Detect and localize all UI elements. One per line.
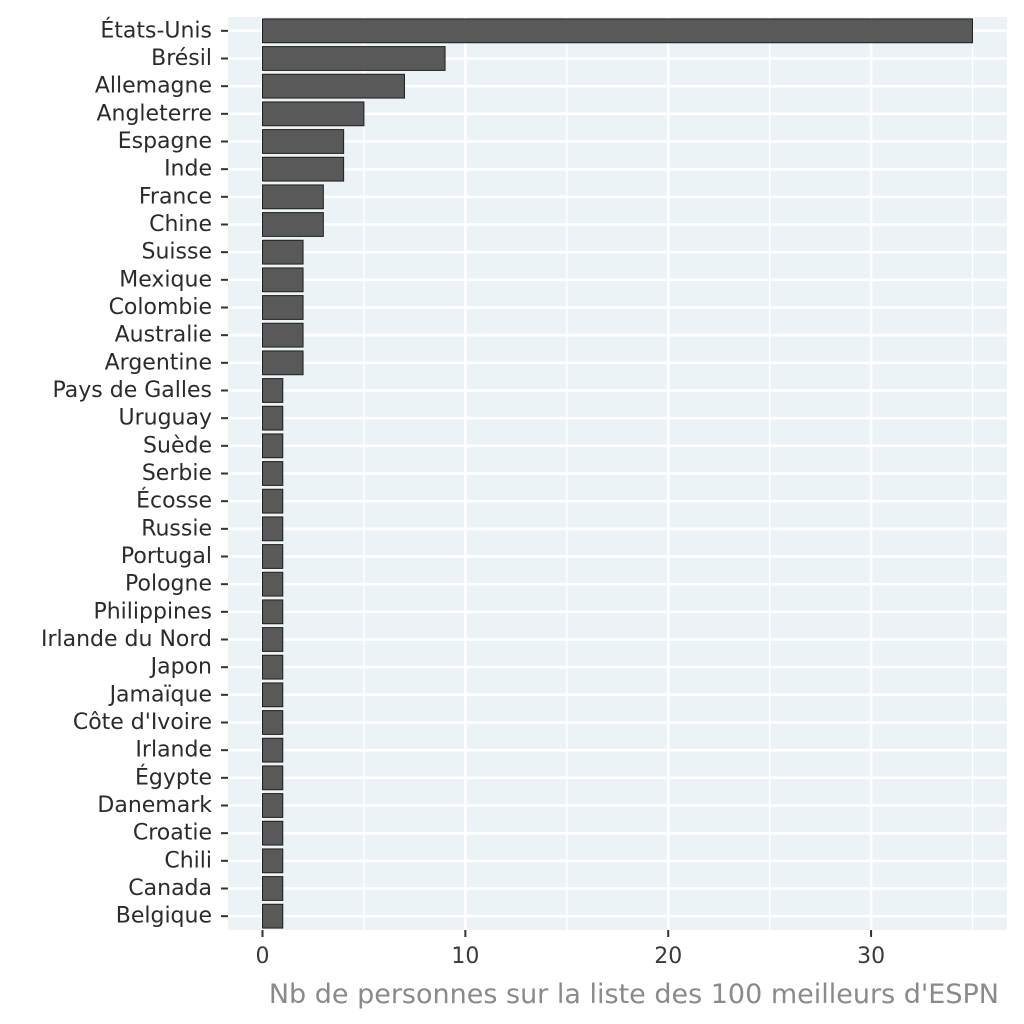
y-tick-label: Serbie	[142, 461, 212, 486]
y-tick-label: Brésil	[151, 46, 212, 71]
bar	[261, 295, 304, 320]
bar	[261, 101, 365, 127]
y-tick-label: Angleterre	[96, 101, 212, 126]
y-tick-label: Pays de Galles	[53, 378, 212, 403]
bar	[261, 129, 345, 154]
bars	[261, 18, 974, 929]
x-tick-label: 10	[451, 944, 479, 969]
bar	[261, 848, 284, 874]
bar	[261, 212, 324, 237]
bar	[261, 461, 284, 486]
x-tick-label: 30	[857, 944, 885, 969]
y-tick-label: Irlande	[135, 738, 212, 763]
y-tick-label: Écosse	[136, 488, 212, 514]
bar	[261, 737, 284, 763]
y-tick-label: Danemark	[97, 793, 212, 818]
y-tick-label: Philippines	[93, 599, 212, 624]
y-tick-label: Chili	[164, 848, 212, 873]
bar	[261, 599, 284, 625]
y-tick-label: Chine	[149, 212, 212, 237]
bar	[261, 18, 974, 44]
bar	[261, 239, 304, 265]
bar	[261, 184, 324, 210]
x-axis: 0 10 20 30	[255, 930, 885, 969]
y-tick-label: Belgique	[116, 904, 212, 929]
y-tick-label: Argentine	[105, 350, 212, 375]
bar	[261, 820, 284, 846]
bar	[261, 488, 284, 514]
bar	[261, 267, 304, 293]
bar	[261, 46, 446, 71]
y-tick-label: Suisse	[142, 240, 212, 265]
y-tick-label: Côte d'Ivoire	[73, 710, 212, 735]
bar	[261, 682, 284, 708]
x-tick-label: 20	[654, 944, 682, 969]
bar	[261, 378, 284, 403]
y-tick-label: Uruguay	[119, 406, 213, 431]
bar	[261, 903, 284, 929]
y-tick-label: Colombie	[109, 295, 212, 320]
bar	[261, 433, 284, 459]
y-tick-label: Suède	[143, 433, 212, 458]
y-tick-label: Pologne	[125, 572, 212, 597]
bar	[261, 793, 284, 818]
y-tick-label: France	[139, 184, 212, 209]
bar	[261, 654, 284, 680]
bar	[261, 516, 284, 542]
grid-lines	[228, 17, 1007, 930]
y-tick-label: Croatie	[133, 821, 212, 846]
y-tick-label: Australie	[115, 323, 212, 348]
bar	[261, 322, 304, 348]
bar	[261, 156, 345, 182]
y-tick-label: Canada	[128, 876, 212, 901]
bar	[261, 627, 284, 652]
y-tick-label: Inde	[164, 157, 212, 182]
y-tick-label: Mexique	[119, 267, 212, 292]
bar	[261, 571, 284, 597]
y-tick-label: Allemagne	[95, 74, 212, 99]
y-tick-label: États-Unis	[100, 17, 212, 43]
bar	[261, 350, 304, 376]
bar	[261, 710, 284, 735]
bar	[261, 405, 284, 431]
y-tick-label: Espagne	[118, 129, 212, 154]
y-tick-label: Japon	[149, 655, 212, 680]
x-axis-title: Nb de personnes sur la liste des 100 mei…	[269, 979, 999, 1010]
y-tick-label: Russie	[141, 516, 212, 541]
y-tick-label: Portugal	[121, 544, 212, 569]
bar	[261, 765, 284, 791]
bar	[261, 876, 284, 901]
y-tick-label: Égypte	[135, 764, 212, 790]
y-tick-label: Irlande du Nord	[41, 627, 212, 652]
bar	[261, 544, 284, 569]
y-tick-label: Jamaïque	[108, 682, 212, 707]
bar	[261, 73, 405, 99]
x-tick-label: 0	[255, 944, 269, 969]
